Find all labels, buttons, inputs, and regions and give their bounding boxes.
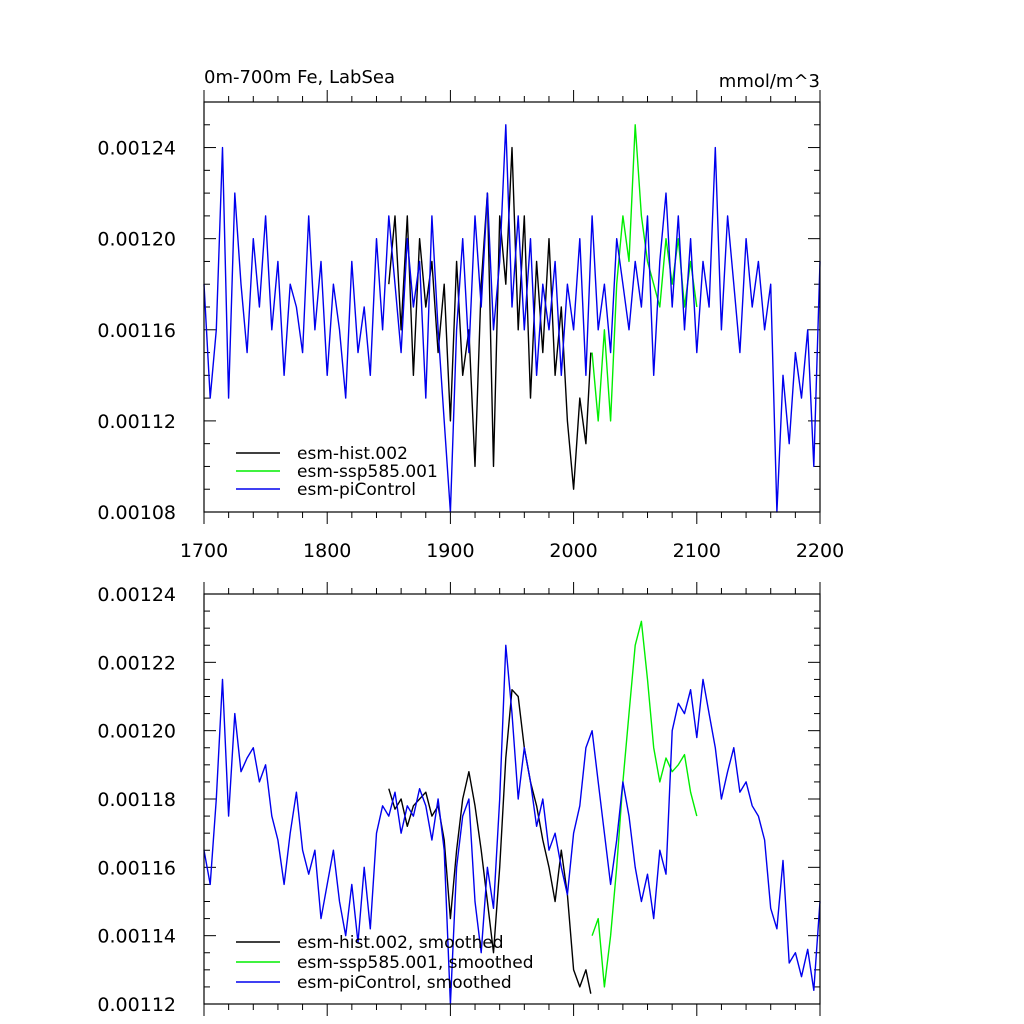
bottom-y-tick-label: 0.00112 bbox=[97, 994, 176, 1016]
title-right: mmol/m^3 bbox=[719, 71, 820, 92]
top-series-esm-ssp585-001 bbox=[591, 124, 698, 422]
top-plot-lines bbox=[203, 124, 821, 513]
top-y-tick-label: 0.00112 bbox=[97, 411, 176, 433]
top-x-tick-label: 1700 bbox=[180, 540, 228, 562]
top-y-tick-label: 0.00124 bbox=[97, 138, 176, 160]
title-left: 0m-700m Fe, LabSea bbox=[204, 67, 395, 88]
legend-label-hist: esm-hist.002 bbox=[297, 444, 408, 464]
legend-label-picontrol-smoothed: esm-piControl, smoothed bbox=[297, 973, 512, 993]
legend-label-ssp585: esm-ssp585.001 bbox=[297, 462, 438, 482]
legend-label-picontrol: esm-piControl bbox=[297, 480, 416, 500]
top-y-tick-label: 0.00120 bbox=[97, 229, 176, 251]
bottom-legend: esm-hist.002, smoothed esm-ssp585.001, s… bbox=[236, 933, 534, 993]
top-tick-labels: 1700 1800 1900 2000 2100 2200 0.00108 0.00112 0.… bbox=[97, 138, 844, 562]
bottom-y-tick-label: 0.00114 bbox=[97, 926, 176, 948]
bottom-y-tick-label: 0.00118 bbox=[97, 789, 176, 811]
top-y-tick-label: 0.00116 bbox=[97, 320, 176, 342]
legend-label-ssp585-smoothed: esm-ssp585.001, smoothed bbox=[297, 953, 534, 973]
top-x-tick-label: 2000 bbox=[549, 540, 597, 562]
top-plot-frame bbox=[203, 101, 821, 513]
top-series-esm-hist-002 bbox=[388, 146, 592, 490]
top-series-esm-picontrol bbox=[203, 124, 821, 513]
top-ticks bbox=[203, 90, 821, 524]
legend-label-hist-smoothed: esm-hist.002, smoothed bbox=[297, 933, 504, 953]
bottom-y-tick-label: 0.00120 bbox=[97, 721, 176, 743]
bottom-y-tick-label: 0.00124 bbox=[97, 584, 176, 606]
bottom-y-tick-label: 0.00116 bbox=[97, 857, 176, 879]
top-y-tick-label: 0.00108 bbox=[97, 502, 176, 524]
bottom-plot-frame bbox=[203, 593, 821, 1005]
bottom-tick-labels: 0.00112 0.00114 0.00116 0.00118 0.00120 0.001… bbox=[97, 584, 176, 1016]
bottom-y-tick-label: 0.00122 bbox=[97, 652, 176, 674]
top-panel: 0m-700m Fe, LabSea mmol/m^3 1700 1800 1900… bbox=[97, 67, 844, 562]
top-x-tick-label: 1800 bbox=[303, 540, 351, 562]
bottom-panel: 0.00112 0.00114 0.00116 0.00118 0.00120 0.001… bbox=[97, 582, 821, 1016]
bottom-series-esm-picontrol-smoothed bbox=[203, 644, 821, 1005]
bottom-plot-lines bbox=[203, 620, 821, 1005]
top-x-tick-label: 2100 bbox=[673, 540, 721, 562]
top-x-tick-label: 2200 bbox=[796, 540, 844, 562]
top-legend: esm-hist.002 esm-ssp585.001 esm-piContro… bbox=[236, 444, 438, 500]
bottom-series-esm-ssp585-001-smoothed bbox=[591, 620, 698, 988]
top-x-tick-label: 1900 bbox=[426, 540, 474, 562]
